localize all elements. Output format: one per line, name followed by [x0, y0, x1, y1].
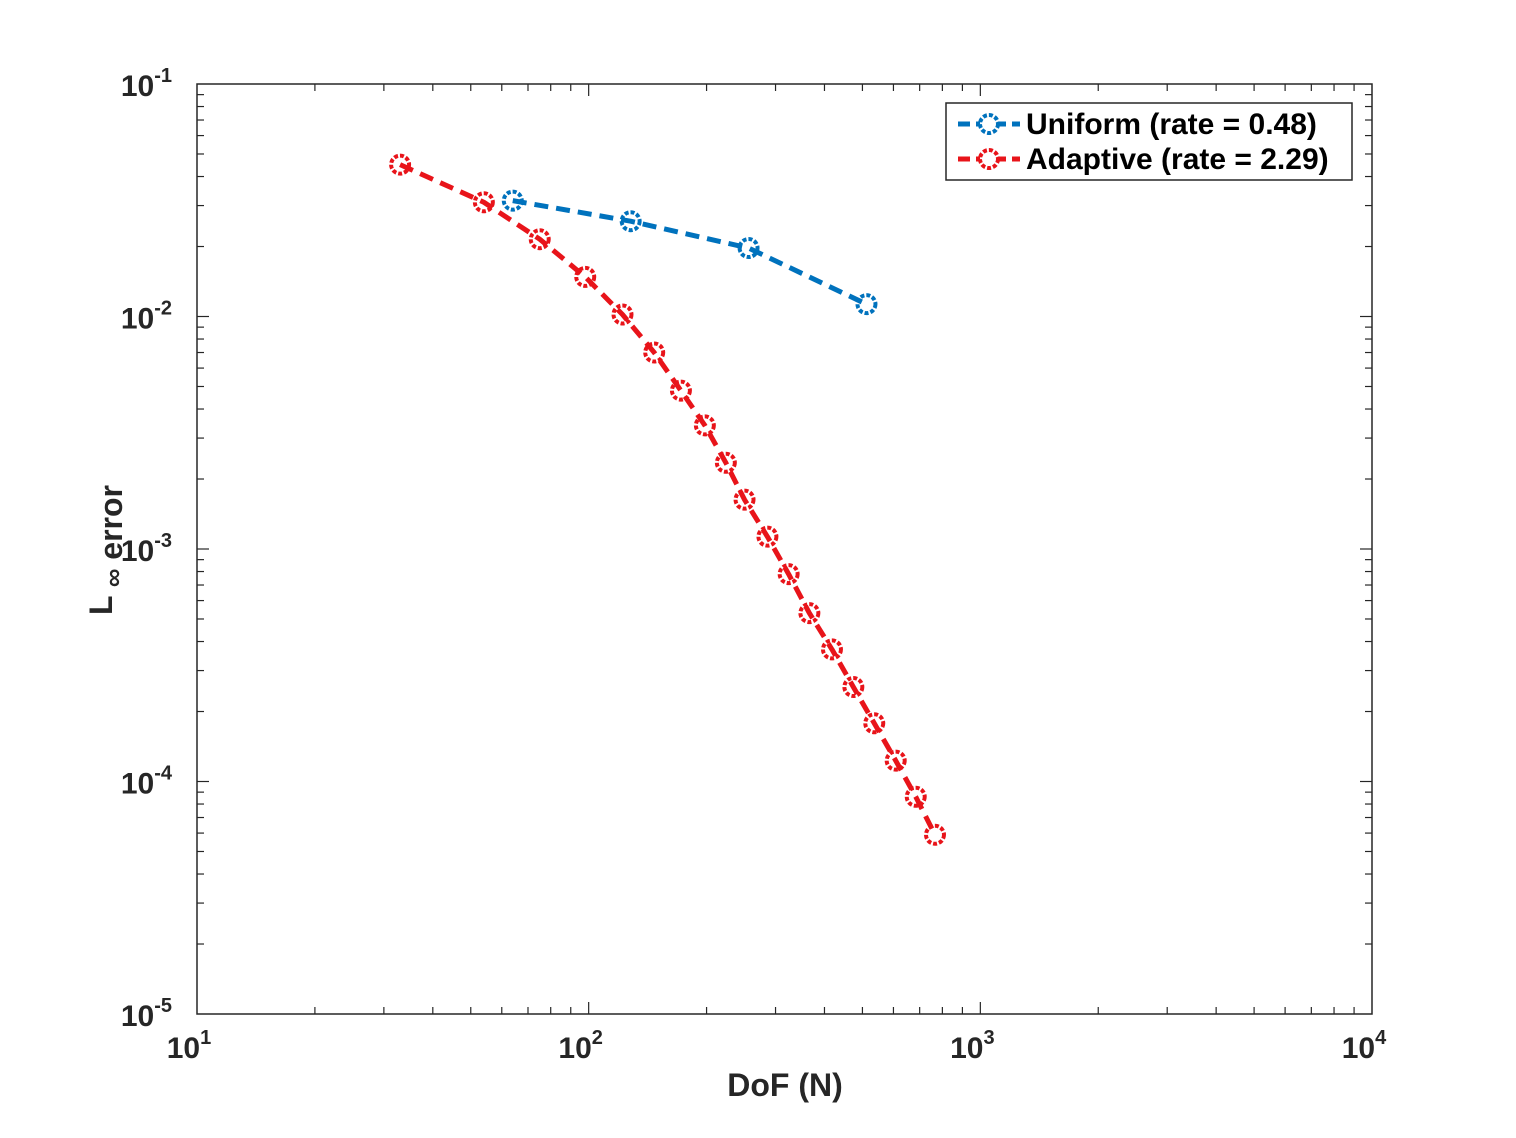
- y-axis-label-suffix: error: [93, 485, 129, 560]
- data-point-marker: [855, 293, 878, 316]
- x-tick-label: 103: [950, 1027, 995, 1065]
- plot-area-frame: [196, 83, 1373, 1015]
- y-tick-label: 10-3: [121, 530, 172, 568]
- data-point-marker: [611, 303, 634, 326]
- data-point-marker: [528, 228, 551, 251]
- x-tick-label: 102: [558, 1027, 603, 1065]
- x-tick-label: 104: [1342, 1027, 1387, 1065]
- data-point-marker: [733, 488, 756, 511]
- data-point-marker: [756, 525, 779, 548]
- y-tick-label: 10-2: [121, 298, 172, 336]
- legend-entry-label: Uniform (rate = 0.48): [1026, 108, 1317, 141]
- data-point-marker: [389, 153, 412, 176]
- x-tick-label: 101: [167, 1027, 212, 1065]
- data-point-marker: [777, 563, 800, 586]
- data-point-marker: [904, 785, 927, 808]
- data-point-marker: [714, 451, 737, 474]
- data-point-marker: [842, 675, 865, 698]
- legend-swatch-marker: [978, 113, 1000, 135]
- y-tick-label: 10-5: [121, 995, 172, 1033]
- data-point-marker: [923, 823, 946, 846]
- data-point-marker: [737, 237, 760, 260]
- y-axis-label-main: L: [83, 596, 119, 615]
- x-axis-label: DoF (N): [727, 1067, 843, 1103]
- legend-box: [945, 102, 1353, 181]
- data-point-marker: [669, 379, 692, 402]
- data-point-marker: [501, 189, 524, 212]
- legend-swatch-marker: [978, 148, 1000, 170]
- data-point-marker: [798, 602, 821, 625]
- tick-labels: 101 102 103 104 10-5 10-4 10-3 10-2 10-1: [121, 65, 1387, 1065]
- data-point-marker: [472, 191, 495, 214]
- data-point-marker: [820, 638, 843, 661]
- y-tick-label: 10-1: [121, 65, 172, 103]
- series-line-adaptive: [399, 162, 938, 836]
- series-line-uniform: [512, 198, 868, 307]
- data-point-marker: [574, 265, 597, 288]
- legend-entry-label: Adaptive (rate = 2.29): [1026, 143, 1329, 176]
- data-point-marker: [884, 749, 907, 772]
- svg-text:L ∞ error: L ∞ error: [83, 485, 129, 615]
- data-point-marker: [619, 210, 642, 233]
- axis-ticks: [197, 84, 1372, 1014]
- y-axis-label-subscript: ∞: [98, 569, 128, 588]
- legend: Uniform (rate = 0.48)Adaptive (rate = 2.…: [945, 102, 1353, 181]
- y-tick-label: 10-4: [121, 763, 173, 801]
- data-point-marker: [643, 341, 666, 364]
- data-point-marker: [693, 414, 716, 437]
- y-axis-label: L ∞ error: [83, 485, 129, 615]
- data-point-marker: [863, 712, 886, 735]
- series-layer: [389, 153, 946, 846]
